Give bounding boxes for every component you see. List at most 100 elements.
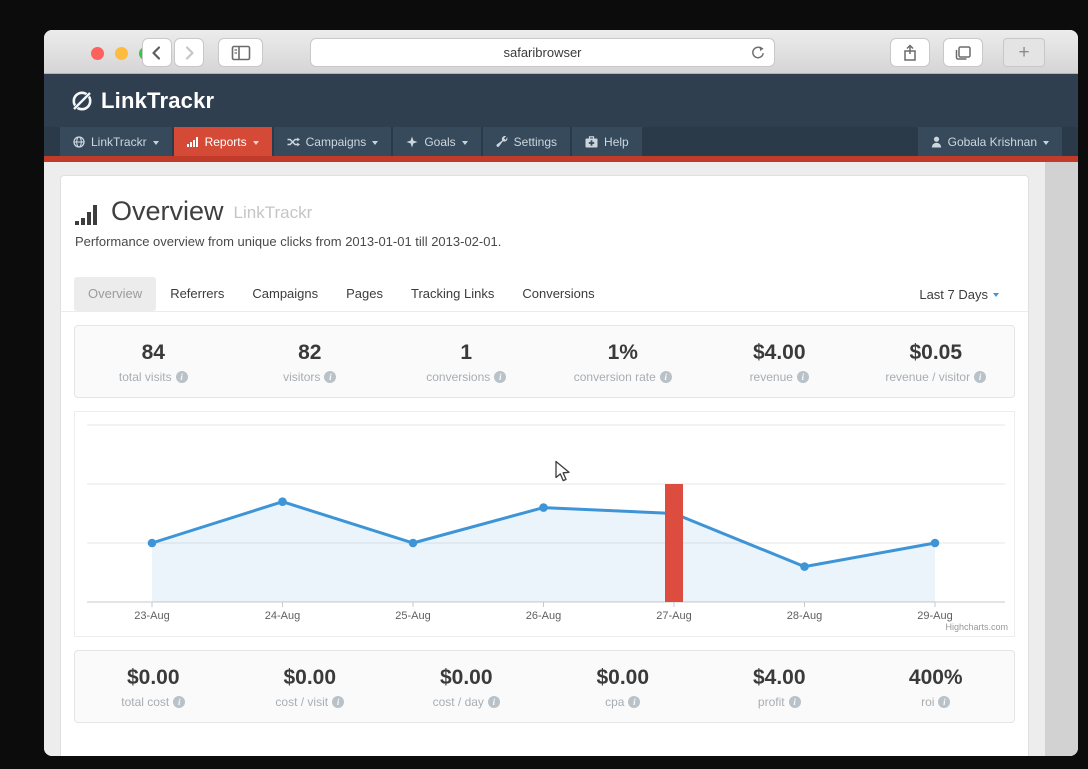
stat-label: visitors xyxy=(283,370,321,384)
nav-item-linktrackr[interactable]: LinkTrackr xyxy=(60,127,172,156)
stat-cost-day: $0.00 cost / day xyxy=(388,666,545,709)
nav-item-help[interactable]: Help xyxy=(572,127,642,156)
info-icon[interactable] xyxy=(332,696,345,708)
tab-campaigns[interactable]: Campaigns xyxy=(252,286,319,301)
stat-label: total cost xyxy=(121,695,170,709)
stat-total-cost: $0.00 total cost xyxy=(75,666,232,709)
site-header: LinkTrackr xyxy=(44,74,1078,127)
info-icon[interactable] xyxy=(788,696,801,708)
bar-chart-icon xyxy=(75,205,97,225)
visits-chart: 23-Aug 24-Aug 25-Aug 26-Aug 27-Aug 28-Aug 29-A… xyxy=(74,411,1015,637)
stat-value: 1 xyxy=(460,341,473,364)
globe-icon xyxy=(73,135,85,148)
stat-value: $4.00 xyxy=(752,666,806,689)
stat-visitors: 82 visitors xyxy=(232,341,389,384)
stat-label: revenue xyxy=(749,370,793,384)
forward-icon xyxy=(185,45,194,60)
chevron-down-icon xyxy=(152,140,159,145)
tab-tracking-links[interactable]: Tracking Links xyxy=(411,286,495,301)
info-icon[interactable] xyxy=(974,371,987,383)
svg-text:25-Aug: 25-Aug xyxy=(395,610,430,622)
tab-referrers[interactable]: Referrers xyxy=(170,286,225,301)
brand-name[interactable]: LinkTrackr xyxy=(101,87,215,113)
stat-value: 400% xyxy=(908,666,963,689)
stat-label: total visits xyxy=(118,370,172,384)
scrollbar-track[interactable] xyxy=(1045,162,1078,756)
stat-revenue: $4.00 revenue xyxy=(701,341,858,384)
stat-label: profit xyxy=(757,695,785,709)
info-icon[interactable] xyxy=(494,371,507,383)
highcharts-credit[interactable]: Highcharts.com xyxy=(945,622,1008,632)
main-nav: LinkTrackr Reports Campaigns Goals xyxy=(44,127,1078,162)
tab-pages[interactable]: Pages xyxy=(346,286,384,301)
page-title-suffix: LinkTrackr xyxy=(233,203,313,222)
address-bar[interactable]: safaribrowser xyxy=(310,38,775,67)
nav-item-campaigns[interactable]: Campaigns xyxy=(273,127,392,156)
sidebar-icon xyxy=(231,45,250,60)
page-subtitle: Performance overview from unique clicks … xyxy=(75,234,502,249)
overview-card: Overview LinkTrackr Performance overview… xyxy=(60,175,1029,756)
stat-label: conversions xyxy=(426,370,491,384)
browser-window: safaribrowser + xyxy=(44,30,1078,756)
sidebar-toggle-button[interactable] xyxy=(218,38,263,67)
goal-icon xyxy=(406,136,418,147)
info-icon[interactable] xyxy=(173,696,186,708)
stat-cpa: $0.00 cpa xyxy=(545,666,702,709)
info-icon[interactable] xyxy=(324,371,337,383)
share-icon xyxy=(904,43,916,61)
titlebar: safaribrowser + xyxy=(44,30,1078,74)
refresh-icon[interactable] xyxy=(750,44,766,65)
chart-plot: 23-Aug 24-Aug 25-Aug 26-Aug 27-Aug 28-Aug 29-A… xyxy=(75,412,1014,641)
chevron-down-icon xyxy=(372,140,379,145)
chevron-down-icon xyxy=(1043,140,1049,145)
info-icon[interactable] xyxy=(175,371,188,383)
info-icon[interactable] xyxy=(628,696,641,708)
stat-total-visits: 84 total visits xyxy=(75,341,232,384)
stat-cost-visit: $0.00 cost / visit xyxy=(232,666,389,709)
back-icon xyxy=(152,45,161,60)
nav-item-goals[interactable]: Goals xyxy=(393,127,481,156)
page-content: Overview LinkTrackr Performance overview… xyxy=(44,162,1045,756)
svg-text:24-Aug: 24-Aug xyxy=(265,610,300,622)
svg-text:26-Aug: 26-Aug xyxy=(526,610,561,622)
mouse-cursor xyxy=(555,460,570,482)
info-icon[interactable] xyxy=(487,696,500,708)
stat-profit: $4.00 profit xyxy=(701,666,858,709)
stat-value: 1% xyxy=(607,341,638,364)
stat-value: $0.00 xyxy=(596,666,650,689)
close-window-button[interactable] xyxy=(91,47,104,60)
plus-icon: + xyxy=(1018,41,1030,63)
stat-label: roi xyxy=(921,695,935,709)
stat-value: 84 xyxy=(141,341,165,364)
report-tabs: Overview Referrers Campaigns Pages Track… xyxy=(61,263,1028,312)
info-icon[interactable] xyxy=(796,371,809,383)
user-icon xyxy=(931,136,941,147)
back-button[interactable] xyxy=(142,38,172,67)
medkit-icon xyxy=(585,135,598,147)
stat-value: $0.00 xyxy=(126,666,180,689)
nav-item-settings[interactable]: Settings xyxy=(482,127,571,156)
chevron-down-icon xyxy=(252,140,259,145)
stats-bottom-panel: $0.00 total cost $0.00 cost / visit $0.00 cos… xyxy=(74,650,1015,723)
svg-text:27-Aug: 27-Aug xyxy=(656,610,691,622)
page-title: Overview xyxy=(111,196,224,226)
share-button[interactable] xyxy=(890,38,930,67)
stat-value: $0.00 xyxy=(283,666,337,689)
show-tabs-button[interactable] xyxy=(943,38,983,67)
tab-overview[interactable]: Overview xyxy=(74,277,157,311)
stat-value: 82 xyxy=(298,341,322,364)
minimize-window-button[interactable] xyxy=(115,47,128,60)
stat-label: revenue / visitor xyxy=(885,370,971,384)
user-menu[interactable]: Gobala Krishnan xyxy=(917,127,1062,156)
chevron-down-icon xyxy=(461,140,468,145)
forward-button[interactable] xyxy=(174,38,204,67)
bar-chart-icon xyxy=(186,136,198,147)
tab-conversions[interactable]: Conversions xyxy=(522,286,595,301)
info-icon[interactable] xyxy=(659,371,672,383)
stat-label: cpa xyxy=(605,695,625,709)
nav-item-reports[interactable]: Reports xyxy=(173,127,272,156)
linktrackr-logo-icon xyxy=(71,90,93,111)
new-tab-button[interactable]: + xyxy=(1003,38,1045,67)
period-selector[interactable]: Last 7 Days xyxy=(919,287,1015,302)
info-icon[interactable] xyxy=(938,696,951,708)
